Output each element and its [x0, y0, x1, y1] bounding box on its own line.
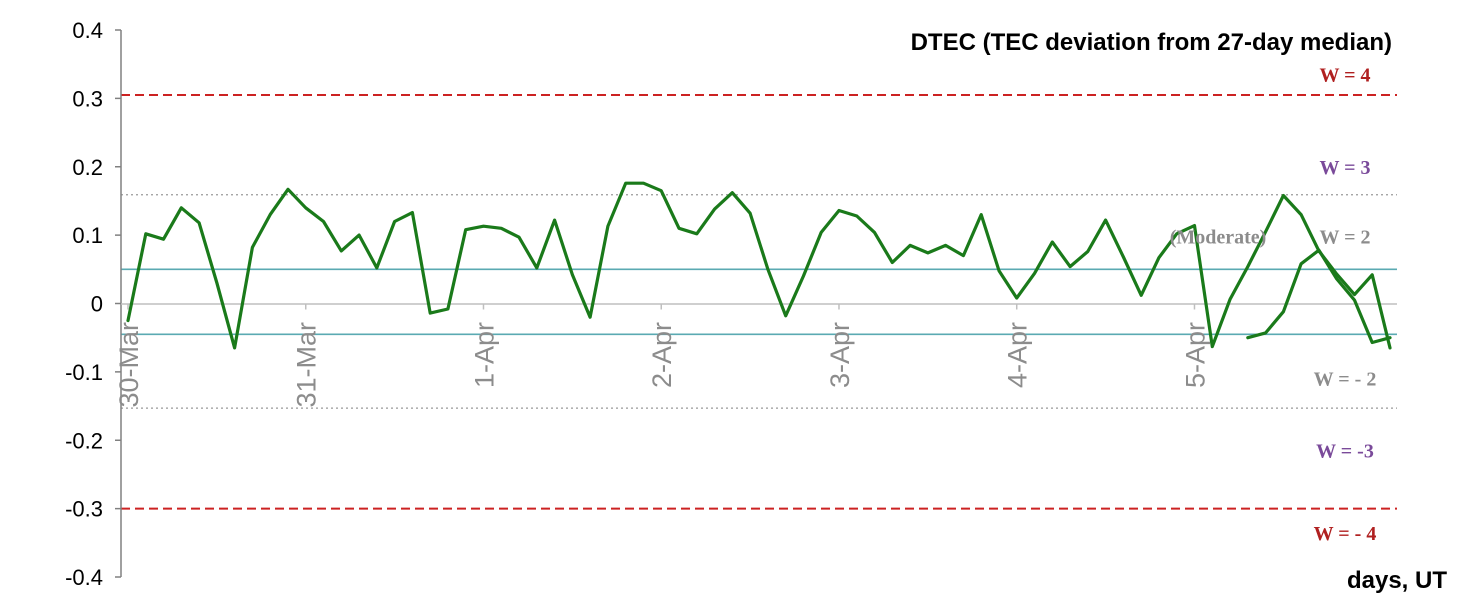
annotation-label: W = -3 — [1316, 441, 1374, 463]
y-tick-label: 0.4 — [72, 18, 103, 43]
series-line-1 — [1246, 248, 1392, 345]
y-tick-label: -0.2 — [65, 428, 103, 453]
x-tick-label: 2-Apr — [647, 322, 677, 388]
y-tick-label: 0.3 — [72, 86, 103, 111]
y-tick-label: -0.1 — [65, 360, 103, 385]
x-tick-label: 3-Apr — [825, 322, 855, 388]
x-tick-label: 1-Apr — [469, 322, 499, 388]
chart-title: DTEC (TEC deviation from 27-day median) — [911, 29, 1392, 56]
reference-lines — [121, 93, 1397, 510]
x-tick-label: 5-Apr — [1180, 322, 1210, 388]
x-tick-group: 30-Mar 31-Mar 1-Apr 2-Apr 3-Apr 4-Apr 5-Apr — [114, 303, 1210, 408]
annotation-label: W = - 2 — [1314, 369, 1377, 391]
y-tick-group: 0.4 0.3 0.2 0.1 0 -0.1 -0.2 -0.3 -0.4 — [65, 18, 121, 590]
annotation-label: (Moderate) — [1170, 226, 1267, 248]
x-tick-label: 30-Mar — [114, 322, 144, 408]
annotation-label: W = - 4 — [1314, 523, 1377, 545]
y-tick-label: -0.3 — [65, 497, 103, 522]
series-line-0 — [126, 181, 1392, 350]
y-tick-label: 0 — [91, 292, 103, 317]
x-tick-label: 31-Mar — [292, 322, 322, 408]
y-tick-label: -0.4 — [65, 565, 103, 590]
series-layer — [126, 181, 1392, 350]
x-tick-label: 4-Apr — [1003, 322, 1033, 388]
annotation-layer: W = 4 W = 3 W = 2 (Moderate) W = - 2 W = -3 W … — [1170, 64, 1377, 545]
annotation-label: W = 3 — [1319, 157, 1370, 179]
annotation-label: W = 4 — [1319, 64, 1370, 86]
annotation-label: W = 2 — [1319, 226, 1370, 248]
y-tick-label: 0.2 — [72, 155, 103, 180]
y-tick-label: 0.1 — [72, 223, 103, 248]
x-axis-label: days, UT — [1347, 567, 1447, 594]
